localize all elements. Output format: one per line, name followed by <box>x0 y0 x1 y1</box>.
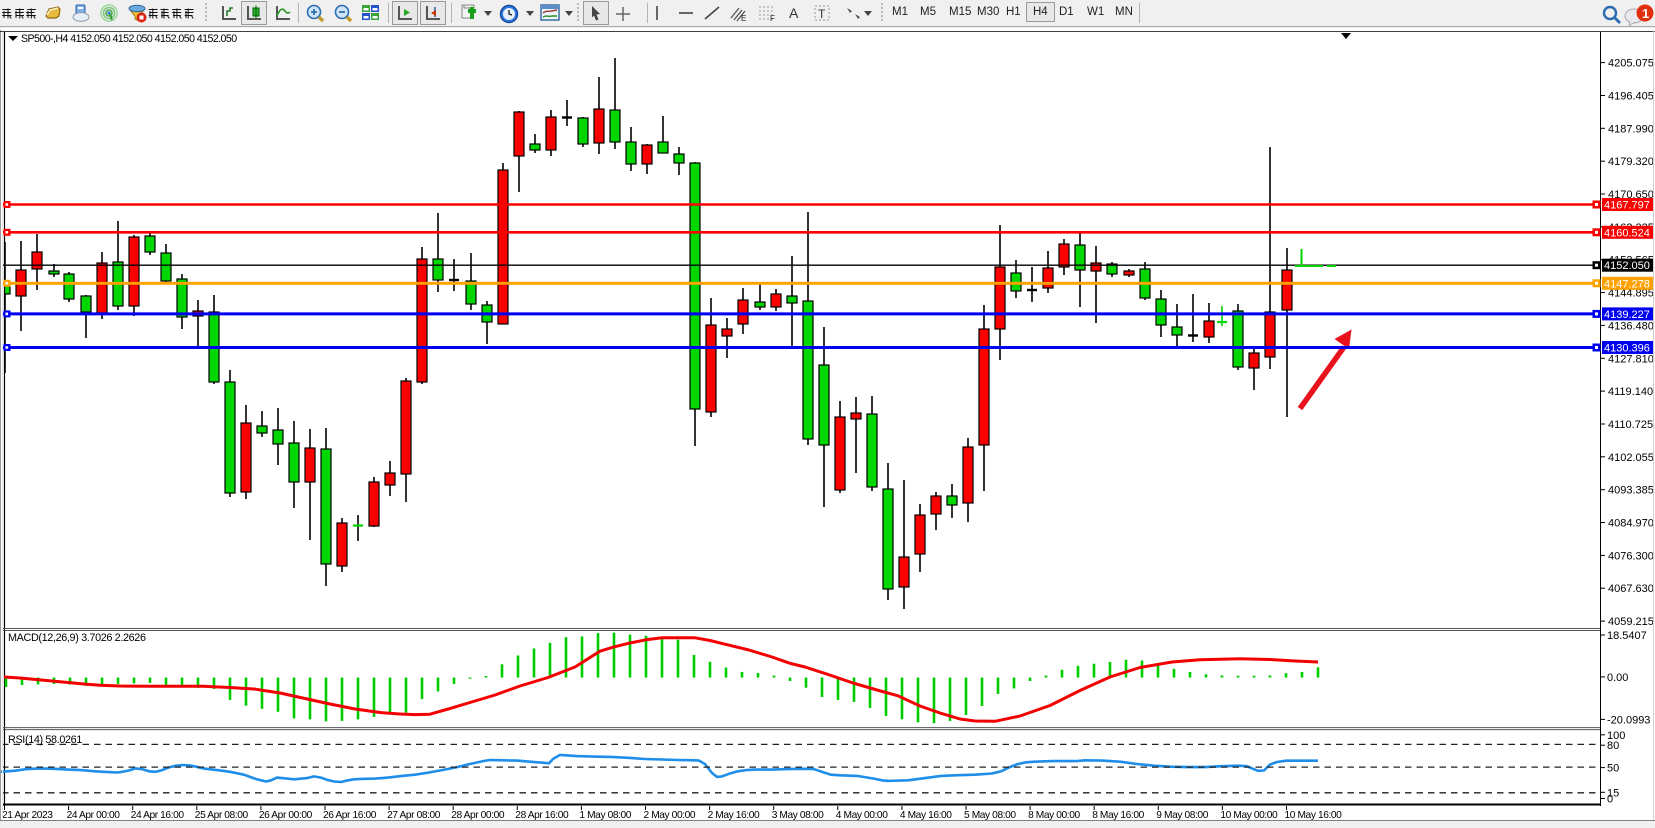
svg-text:24 Apr 00:00: 24 Apr 00:00 <box>67 810 121 821</box>
svg-text:26 Apr 00:00: 26 Apr 00:00 <box>259 810 313 821</box>
svg-text:E: E <box>741 14 746 22</box>
svg-text:50: 50 <box>1607 763 1619 775</box>
svg-text:27 Apr 08:00: 27 Apr 08:00 <box>387 810 441 821</box>
svg-text:0.00: 0.00 <box>1607 672 1628 684</box>
svg-text:4196.405: 4196.405 <box>1608 91 1654 103</box>
svg-text:4 May 16:00: 4 May 16:00 <box>900 810 952 821</box>
svg-text:4076.300: 4076.300 <box>1608 550 1654 562</box>
svg-text:4127.810: 4127.810 <box>1608 353 1654 365</box>
svg-text:4160.524: 4160.524 <box>1604 227 1650 239</box>
svg-text:4152.050: 4152.050 <box>1604 260 1650 272</box>
svg-text:8 May 16:00: 8 May 16:00 <box>1092 810 1144 821</box>
svg-text:4205.075: 4205.075 <box>1608 58 1654 70</box>
svg-text:2 May 00:00: 2 May 00:00 <box>644 810 696 821</box>
svg-text:T: T <box>818 7 826 21</box>
svg-text:4179.320: 4179.320 <box>1608 156 1654 168</box>
svg-text:24 Apr 16:00: 24 Apr 16:00 <box>131 810 185 821</box>
svg-text:4102.055: 4102.055 <box>1608 452 1654 464</box>
svg-text:4059.215: 4059.215 <box>1608 616 1654 628</box>
svg-text:4167.797: 4167.797 <box>1604 200 1650 212</box>
svg-text:-20.0993: -20.0993 <box>1607 714 1650 726</box>
svg-text:4119.140: 4119.140 <box>1608 386 1653 398</box>
svg-text:15: 15 <box>1607 787 1619 799</box>
svg-text:26 Apr 16:00: 26 Apr 16:00 <box>323 810 377 821</box>
svg-text:4084.970: 4084.970 <box>1608 518 1654 530</box>
svg-text:2 May 16:00: 2 May 16:00 <box>708 810 760 821</box>
svg-text:100: 100 <box>1607 730 1625 742</box>
svg-text:A: A <box>789 5 799 21</box>
svg-text:4110.725: 4110.725 <box>1608 419 1653 431</box>
svg-text:F: F <box>770 14 775 22</box>
svg-text:18.5407: 18.5407 <box>1607 630 1647 642</box>
svg-text:5 May 08:00: 5 May 08:00 <box>964 810 1016 821</box>
svg-text:0: 0 <box>1607 794 1613 806</box>
svg-text:4130.396: 4130.396 <box>1604 343 1650 355</box>
svg-text:4067.630: 4067.630 <box>1608 583 1654 595</box>
svg-text:4187.990: 4187.990 <box>1608 123 1654 135</box>
svg-text:RSI(14) 58.0261: RSI(14) 58.0261 <box>8 734 82 746</box>
svg-text:21 Apr 2023: 21 Apr 2023 <box>2 810 53 821</box>
svg-text:10 May 16:00: 10 May 16:00 <box>1285 810 1343 821</box>
svg-text:4144.895: 4144.895 <box>1608 288 1654 300</box>
svg-text:1 May 08:00: 1 May 08:00 <box>579 810 631 821</box>
svg-text:28 Apr 00:00: 28 Apr 00:00 <box>451 810 505 821</box>
svg-text:SP500-,H4 4152.050 4152.050 4: SP500-,H4 4152.050 4152.050 4152.050 415… <box>21 33 237 45</box>
svg-text:28 Apr 16:00: 28 Apr 16:00 <box>515 810 569 821</box>
svg-text:4147.278: 4147.278 <box>1604 278 1650 290</box>
svg-text:80: 80 <box>1607 740 1619 752</box>
svg-text:MACD(12,26,9) 3.7026 2.2626: MACD(12,26,9) 3.7026 2.2626 <box>8 632 146 644</box>
svg-text:4093.385: 4093.385 <box>1608 485 1654 497</box>
svg-text:10 May 00:00: 10 May 00:00 <box>1220 810 1278 821</box>
svg-text:9 May 08:00: 9 May 08:00 <box>1156 810 1208 821</box>
svg-text:4139.227: 4139.227 <box>1604 309 1650 321</box>
svg-text:4 May 00:00: 4 May 00:00 <box>836 810 888 821</box>
svg-text:25 Apr 08:00: 25 Apr 08:00 <box>195 810 249 821</box>
svg-text:3 May 08:00: 3 May 08:00 <box>772 810 824 821</box>
svg-text:8 May 00:00: 8 May 00:00 <box>1028 810 1080 821</box>
svg-text:1: 1 <box>1642 6 1649 21</box>
svg-text:4136.480: 4136.480 <box>1608 320 1654 332</box>
